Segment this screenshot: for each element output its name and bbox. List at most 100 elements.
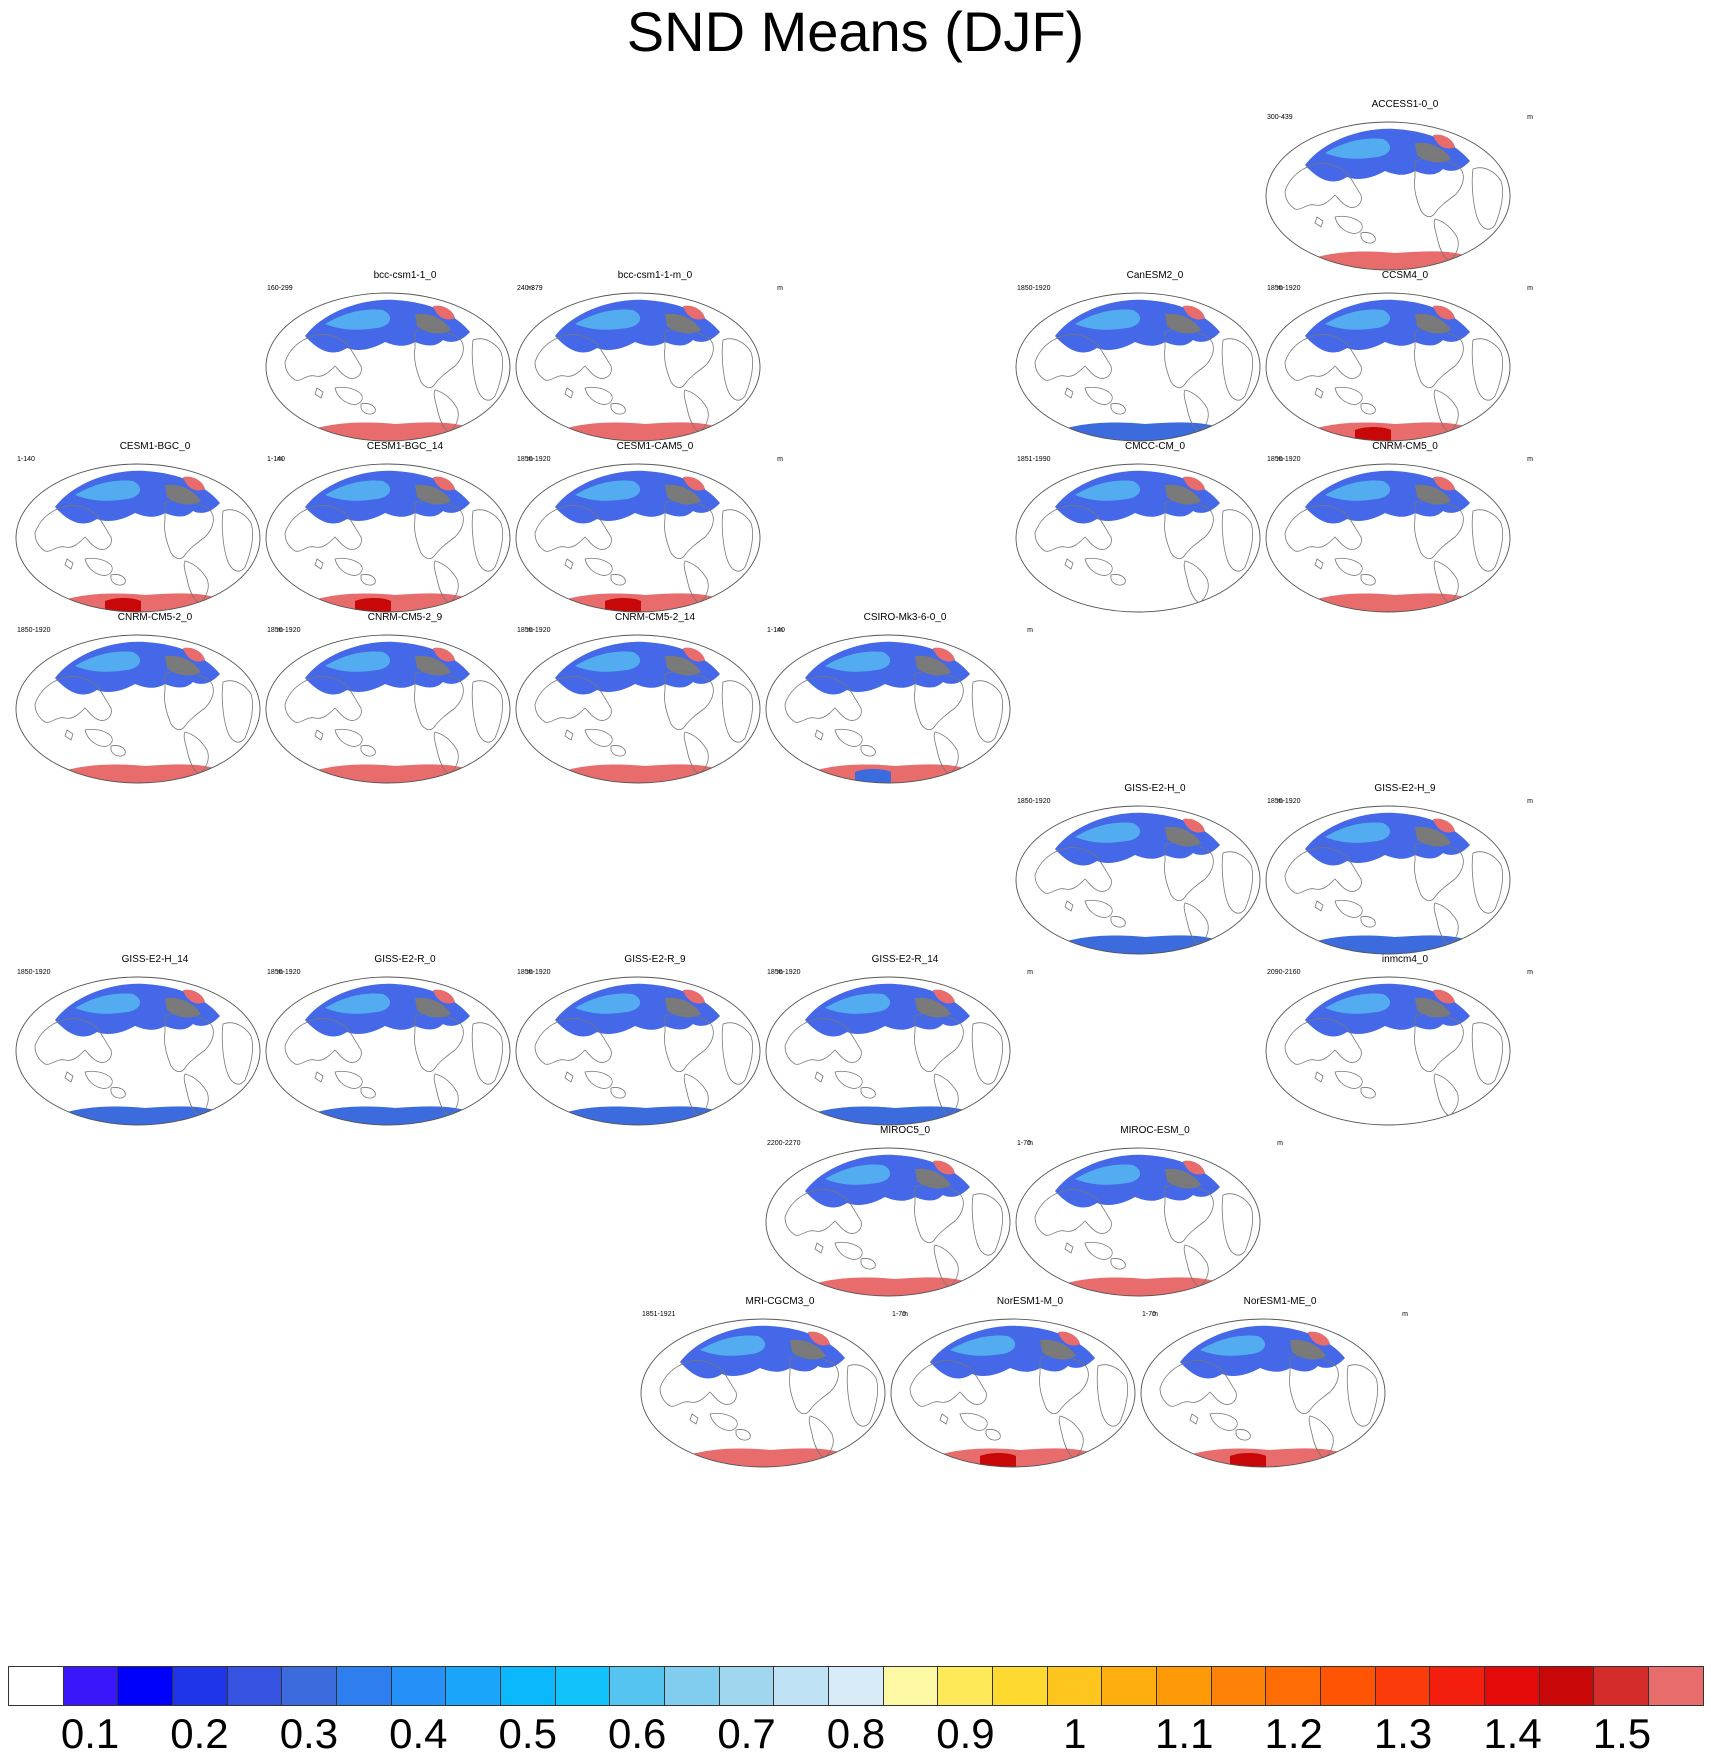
snow-cover-northern [1055, 470, 1220, 524]
map-panel: MIROC5_0 2200-2270 m [765, 1125, 1045, 1315]
snow-cover-northern [55, 983, 220, 1037]
colorbar-swatch [1320, 1666, 1375, 1706]
colorbar-swatch [1538, 1666, 1594, 1706]
panel-title: CNRM-CM5-2_9 [367, 612, 443, 623]
panel-units: m [1277, 798, 1283, 805]
panel-period: 1850-1920 [767, 969, 801, 976]
colorbar-label: 0.3 [279, 1710, 339, 1757]
colorbar-swatch [1210, 1666, 1266, 1706]
panel-period: 1850-1920 [517, 969, 551, 976]
map-panel: CSIRO-Mk3-6-0_0 1-140 m [765, 612, 1045, 802]
globe-map [765, 1147, 1011, 1297]
panel-units: m [277, 456, 283, 463]
globe-map [765, 976, 1011, 1126]
panel-period: 1850-1920 [1017, 798, 1051, 805]
panel-units: m [1027, 627, 1033, 634]
panel-units: m [1527, 798, 1533, 805]
snow-cover-northern [1305, 470, 1470, 524]
globe-map [1265, 976, 1511, 1126]
snow-cover-northern [1305, 128, 1470, 182]
map-panel: NorESM1-M_0 1-70 m [890, 1296, 1170, 1486]
panel-units: m [777, 969, 783, 976]
snow-cover-northern [555, 299, 720, 353]
colorbar-swatch [336, 1666, 391, 1706]
globe-map [1265, 463, 1511, 613]
colorbar-labels: 0.1 0.2 0.3 0.4 0.5 0.6 0.7 0.8 0.9 1 1.1 1.2 1.3 1.4… [8, 1712, 1704, 1756]
colorbar-swatch [1101, 1666, 1157, 1706]
map-panel: NorESM1-ME_0 1-70 m [1140, 1296, 1420, 1486]
panel-title: NorESM1-ME_0 [1243, 1296, 1317, 1307]
colorbar-swatch [390, 1666, 446, 1706]
snow-cover-northern [805, 983, 970, 1037]
panel-units: m [777, 456, 783, 463]
globe-map [265, 463, 511, 613]
panel-units: m [527, 456, 533, 463]
globe-map [1015, 463, 1261, 613]
colorbar-swatch [773, 1666, 829, 1706]
snow-cover-northern [555, 470, 720, 524]
colorbar-label: 1.4 [1483, 1710, 1542, 1757]
colorbar-swatch [445, 1666, 501, 1706]
snow-cover-northern [1305, 812, 1470, 866]
colorbar-swatch [937, 1666, 993, 1706]
map-panel: CESM1-BGC_0 1-140 m [15, 441, 295, 631]
map-panel: CESM1-BGC_14 1-140 m [265, 441, 545, 631]
panel-title: GISS-E2-H_9 [1374, 783, 1436, 794]
panel-title: CCSM4_0 [1381, 270, 1429, 281]
panel-title: MIROC5_0 [879, 1125, 930, 1136]
map-panel: ACCESS1-0_0 300-439 m [1265, 99, 1545, 289]
snow-cover-northern [305, 470, 470, 524]
globe-map [1015, 292, 1261, 442]
snow-cover-northern [55, 470, 220, 524]
map-panel: CNRM-CM5_0 1850-1920 m [1265, 441, 1545, 631]
panel-period: 2200-2270 [767, 1140, 801, 1147]
globe-map [1140, 1318, 1386, 1468]
panel-period: 1850-1920 [1267, 456, 1301, 463]
panel-period: 1850-1920 [1267, 798, 1301, 805]
colorbar-swatch [62, 1666, 118, 1706]
snow-cover-northern [930, 1325, 1095, 1379]
map-panel: GISS-E2-R_0 1850-1920 m [265, 954, 545, 1144]
map-panel: GISS-E2-R_9 1850-1920 m [515, 954, 795, 1144]
panel-units: m [1277, 1140, 1283, 1147]
panel-period: 1850-1920 [1017, 285, 1051, 292]
panel-title: GISS-E2-H_0 [1124, 783, 1186, 794]
globe-map [1015, 805, 1261, 955]
panel-period: 1-140 [267, 456, 285, 463]
colorbar-swatch [1046, 1666, 1102, 1706]
globe-map [515, 976, 761, 1126]
globe-map [515, 292, 761, 442]
map-panel: CESM1-CAM5_0 1850-1920 m [515, 441, 795, 631]
colorbar-swatch [1593, 1666, 1649, 1706]
panel-period: 240-379 [517, 285, 543, 292]
panel-title: GISS-E2-R_14 [871, 954, 939, 965]
panel-units: m [1152, 1311, 1158, 1318]
colorbar-label: 1.1 [1155, 1710, 1214, 1757]
colorbar-label: 0.4 [389, 1710, 448, 1757]
colorbar-swatch [992, 1666, 1047, 1706]
panel-units: m [777, 285, 783, 292]
panel-period: 1-70 [1142, 1311, 1157, 1318]
colorbar-swatch [117, 1666, 173, 1706]
panel-units: m [1402, 1311, 1408, 1318]
panel-title: CESM1-BGC_14 [366, 441, 444, 452]
panel-period: 300-439 [1267, 114, 1293, 121]
map-panel: bcc-csm1-1_0 160-299 m [265, 270, 545, 460]
snow-cover-northern [305, 983, 470, 1037]
panel-units: m [527, 969, 533, 976]
panel-title: CanESM2_0 [1126, 270, 1184, 281]
panel-title: CSIRO-Mk3-6-0_0 [863, 612, 947, 623]
globe-map [1265, 121, 1511, 271]
map-panel: CCSM4_0 1850-1920 m [1265, 270, 1545, 460]
colorbar-label: 0.7 [717, 1710, 776, 1757]
panel-title: bcc-csm1-1_0 [373, 270, 437, 281]
snow-cover-northern [305, 299, 470, 353]
panel-units: m [1527, 114, 1533, 121]
colorbar-label: 1 [1063, 1710, 1087, 1757]
map-panel: CNRM-CM5-2_14 1850-1920 m [515, 612, 795, 802]
snow-cover-northern [555, 983, 720, 1037]
colorbar-label: 0.1 [60, 1710, 120, 1757]
panel-units: m [1277, 456, 1283, 463]
snow-cover-northern [680, 1325, 845, 1379]
globe-map [515, 463, 761, 613]
